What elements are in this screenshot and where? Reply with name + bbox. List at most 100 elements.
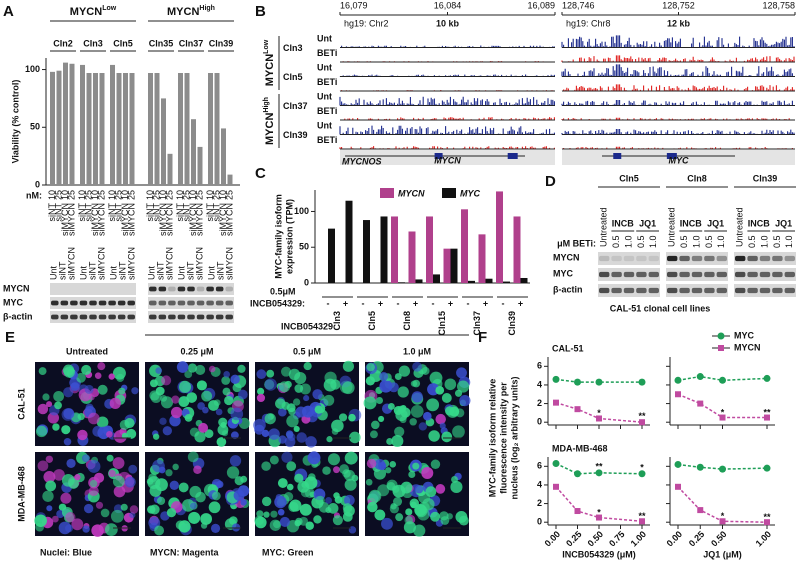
blot-band [149, 300, 157, 306]
point [574, 378, 581, 386]
nucleus [221, 376, 231, 385]
y-tick-label: 0 [35, 179, 40, 189]
dose-label: 10 [205, 190, 215, 200]
dose-label: 25 [224, 190, 234, 200]
dose-label: 10 [188, 190, 198, 200]
nucleus [342, 503, 353, 513]
nucleus [124, 418, 135, 429]
bar [86, 73, 92, 185]
scale-label: 12 kb [667, 18, 691, 28]
nucleus [429, 371, 443, 385]
nucleus [220, 422, 227, 429]
nucleus [95, 501, 104, 509]
bar [197, 146, 203, 185]
nucleus [410, 405, 424, 418]
nucleus [341, 381, 355, 395]
bar [468, 280, 475, 283]
blot-band [206, 300, 214, 306]
treatment-level: + [413, 298, 418, 308]
point [596, 514, 602, 521]
nucleus [88, 485, 99, 497]
treatment-label: siNT [107, 203, 117, 222]
nucleus [81, 454, 90, 463]
assembly-label: hg19: Chr8 [566, 18, 611, 28]
nucleus [108, 469, 116, 478]
blot-band [704, 255, 715, 262]
point [639, 419, 645, 426]
dose-label: 25 [211, 190, 221, 200]
nucleus [452, 425, 465, 439]
dose-label: 0.5 [611, 235, 621, 248]
series-line [677, 486, 768, 523]
nucleus [450, 480, 463, 493]
bar [496, 191, 503, 283]
nucleus [441, 393, 452, 403]
significance: * [640, 463, 644, 473]
coordinate-label: 16,084 [434, 0, 462, 10]
nucleus [410, 501, 417, 509]
legend-swatch [380, 188, 394, 198]
nucleus [223, 371, 230, 378]
bar [443, 248, 451, 283]
nucleus [128, 464, 138, 474]
bar [99, 73, 105, 185]
nucleus [404, 515, 413, 525]
nucleus [333, 466, 340, 474]
blot-band [648, 255, 659, 262]
y-tick-label: 4 [537, 379, 542, 389]
nucleus [314, 405, 323, 414]
dose-label: 1.0 [623, 235, 633, 248]
treatment-label: siNT [181, 203, 191, 222]
drug-header: INCB054329 [281, 321, 333, 331]
assembly-label: hg19: Chr2 [344, 18, 389, 28]
blot-strip [598, 252, 660, 265]
point [675, 483, 681, 490]
treatment-label: siNT [175, 203, 185, 222]
bar [116, 73, 122, 185]
blot-band [158, 300, 167, 306]
nucleus [178, 380, 192, 393]
nucleus [89, 479, 98, 488]
clone-label: Cln37 [283, 101, 308, 111]
x-tick-label: Cln37 [472, 311, 482, 336]
legend-label: MYC [460, 188, 481, 198]
bar [398, 282, 405, 283]
treatment-label: siMYCN [60, 203, 70, 236]
treatment-label: siNT [113, 203, 123, 222]
blot-band [127, 314, 135, 320]
x-tick-label: 0.25 [564, 529, 583, 548]
nucleus [200, 522, 208, 529]
nucleus [409, 418, 417, 426]
bar [214, 73, 220, 185]
nucleus [456, 367, 467, 379]
nucleus [403, 521, 416, 534]
nucleus [46, 505, 53, 512]
x-tick-label: Cln39 [507, 311, 517, 336]
nucleus [332, 515, 343, 526]
bar [69, 63, 75, 185]
nucleus [374, 509, 386, 521]
y-axis-title: MYC-family isoform relative [487, 379, 497, 498]
nucleus [45, 480, 57, 492]
track-label: Unt [317, 91, 332, 101]
blot-band [215, 286, 224, 292]
nucleus [155, 367, 163, 374]
legend-swatch [442, 188, 456, 198]
y-axis-title: MYC-family isoform [273, 194, 283, 279]
blot-lane-label: siMYCN [194, 247, 204, 280]
dose-label: 0.5μM [270, 286, 296, 296]
point [596, 415, 602, 422]
signal-track [561, 64, 793, 77]
nucleus [386, 438, 394, 445]
series-line [555, 486, 643, 523]
nucleus [365, 478, 373, 486]
legend-label: MYCN [734, 342, 761, 352]
nucleus [435, 413, 446, 425]
group-header-main: MYCN [167, 6, 199, 18]
point [697, 507, 704, 514]
nucleus [363, 396, 377, 410]
track-label: BETi [317, 48, 337, 58]
nucleus [74, 474, 81, 481]
treatment-label: siNT [151, 203, 161, 222]
signal-track [561, 35, 795, 48]
